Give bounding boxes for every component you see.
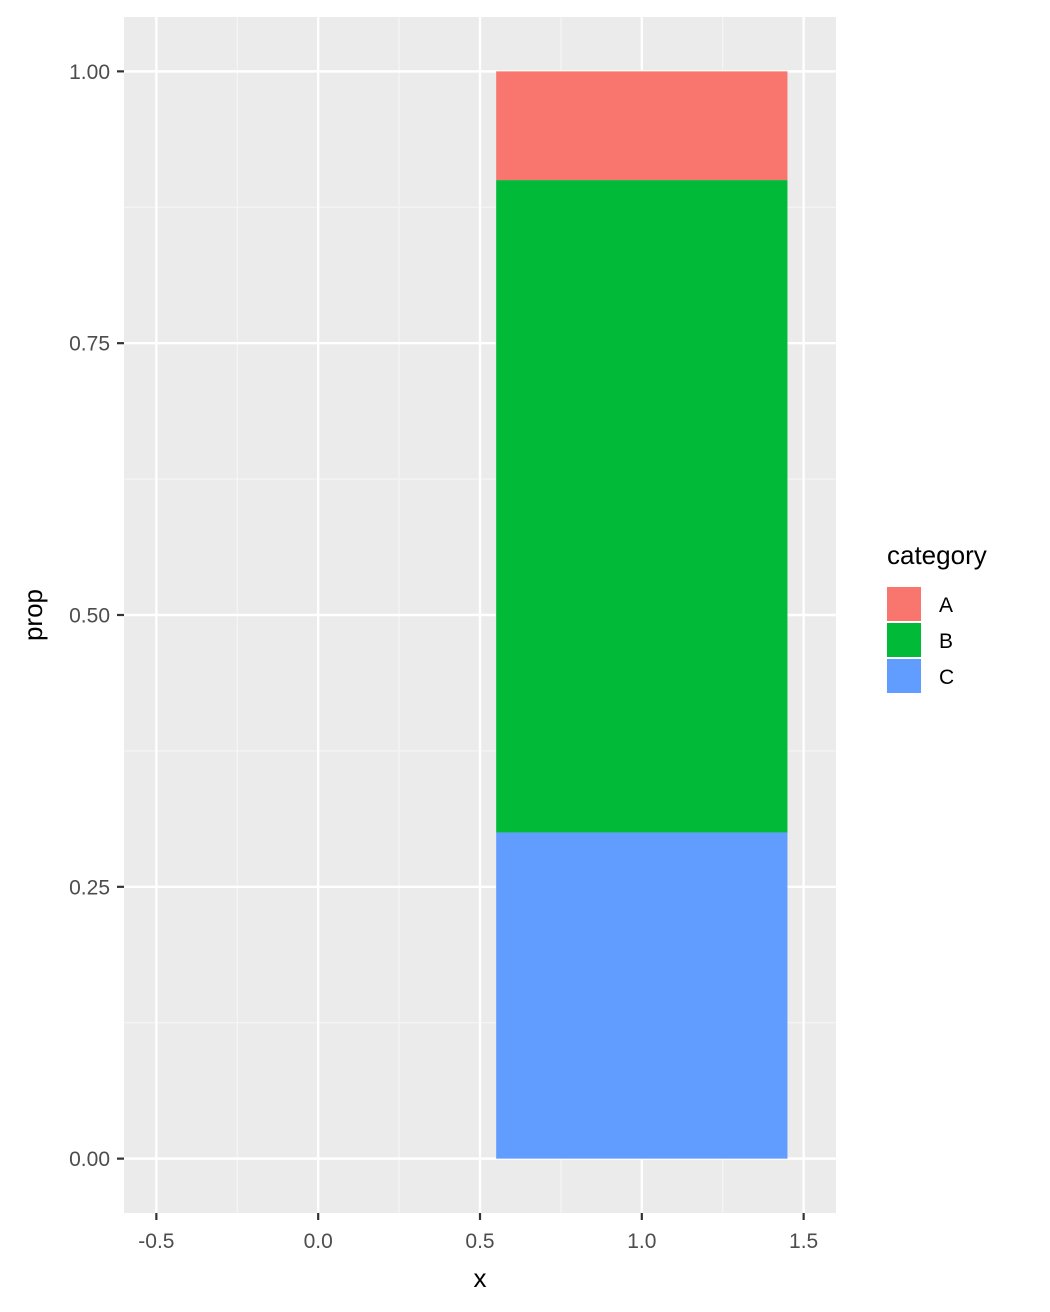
x-tick-label: 1.5: [789, 1230, 818, 1253]
bar-segment-c: [496, 832, 788, 1159]
axis-ticks: 0.00 0.25 0.50 0.75 1.00 -0.5 0.0 0.5 1.0 1.5: [69, 61, 818, 1253]
y-tick-label: 0.75: [69, 333, 110, 356]
y-tick-label: 0.50: [69, 605, 110, 628]
legend-title: category: [887, 540, 987, 570]
y-tick-label: 0.25: [69, 876, 110, 899]
legend-label-b: B: [939, 630, 953, 653]
legend-key-b: [887, 623, 921, 657]
bar-segment-b: [496, 180, 788, 833]
x-tick-label: 1.0: [627, 1230, 656, 1253]
y-tick-label: 0.00: [69, 1148, 110, 1171]
legend: category ABC: [887, 540, 987, 693]
major-gridlines: [124, 17, 836, 1213]
bar-segment-a: [496, 71, 788, 181]
legend-label-c: C: [939, 666, 954, 689]
legend-key-a: [887, 587, 921, 621]
x-tick-label: 0.0: [304, 1230, 333, 1253]
bar-stack: [496, 71, 788, 1159]
x-tick-label: 0.5: [465, 1230, 494, 1253]
x-tick-label: -0.5: [138, 1230, 174, 1253]
x-axis-title: x: [474, 1263, 487, 1293]
legend-label-a: A: [939, 594, 953, 617]
y-axis-title: prop: [18, 589, 48, 641]
y-tick-label: 1.00: [69, 61, 110, 84]
legend-key-c: [887, 659, 921, 693]
